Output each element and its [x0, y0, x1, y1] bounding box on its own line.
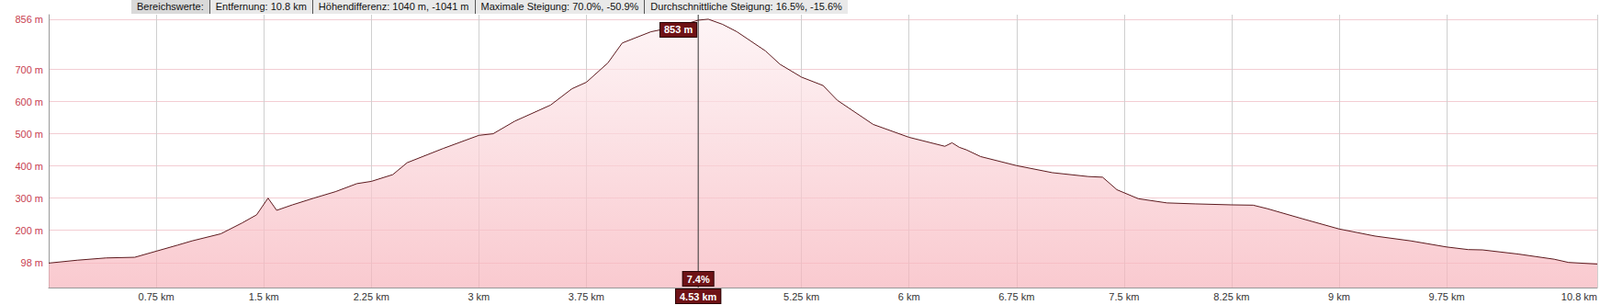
svg-text:600 m: 600 m: [14, 96, 44, 108]
svg-text:6.75 km: 6.75 km: [998, 291, 1035, 303]
svg-text:8.25 km: 8.25 km: [1213, 291, 1250, 303]
svg-text:9 km: 9 km: [1328, 291, 1351, 303]
svg-text:5.25 km: 5.25 km: [783, 291, 820, 303]
html-text:Bereichswerte:: Bereichswerte:: [136, 0, 204, 12]
svg-text:0.75 km: 0.75 km: [138, 291, 175, 303]
svg-text:4.53 km: 4.53 km: [679, 291, 718, 303]
svg-text:9.75 km: 9.75 km: [1429, 291, 1465, 303]
svg-text:6 km: 6 km: [898, 291, 921, 303]
svg-text:300 m: 300 m: [14, 192, 44, 204]
svg-text:700 m: 700 m: [14, 64, 44, 76]
html-text:Entfernung: 10.8 km: Entfernung: 10.8 km: [215, 0, 307, 12]
svg-text:3 km: 3 km: [467, 291, 490, 303]
svg-text:98 m: 98 m: [21, 257, 44, 269]
html-text:Maximale Steigung: 70.0%, -50.: Maximale Steigung: 70.0%, -50.9%: [480, 0, 639, 12]
svg-text:1.5 km: 1.5 km: [248, 291, 280, 303]
svg-text:500 m: 500 m: [14, 128, 44, 140]
svg-text:3.75 km: 3.75 km: [568, 291, 605, 303]
svg-text:853 m: 853 m: [664, 23, 693, 35]
svg-text:10.8 km: 10.8 km: [1561, 291, 1598, 303]
svg-text:2.25 km: 2.25 km: [353, 291, 390, 303]
svg-text:200 m: 200 m: [14, 225, 44, 237]
html-text:Durchschnittliche Steigung: 16: Durchschnittliche Steigung: 16.5%, -15.6…: [650, 0, 843, 12]
svg-text:7.5 km: 7.5 km: [1108, 291, 1139, 303]
svg-text:400 m: 400 m: [14, 160, 44, 172]
svg-text:7.4%: 7.4%: [687, 273, 710, 285]
html-text:Höhendifferenz: 1040 m, -1041: Höhendifferenz: 1040 m, -1041 m: [318, 0, 469, 12]
svg-text:856 m: 856 m: [14, 13, 44, 25]
